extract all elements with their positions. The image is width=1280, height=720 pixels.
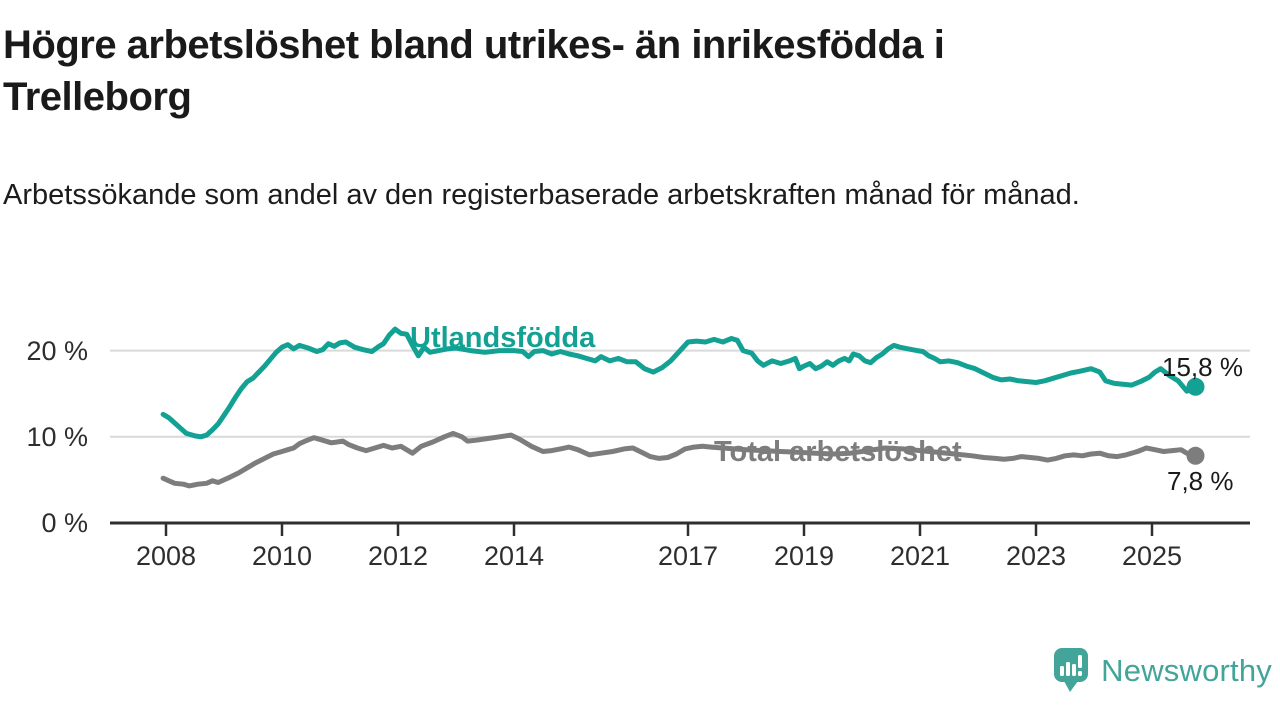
end-value-label-utlandsfodda: 15,8 % (1162, 352, 1243, 382)
series-end-dot-0 (1186, 377, 1205, 396)
y-tick-label: 20 % (26, 335, 88, 366)
chart-title: Högre arbetslöshet bland utrikes- än inr… (3, 23, 945, 119)
chart-subtitle: Arbetssökande som andel av den registerb… (3, 179, 1080, 211)
newsworthy-wordmark: Newsworthy (1101, 653, 1272, 688)
x-tick-label: 2021 (889, 541, 951, 571)
newsworthy-icon (1054, 648, 1090, 694)
series-label-total-arbetsloshet: Total arbetslöshet (714, 436, 962, 468)
end-value-label-total: 7,8 % (1167, 466, 1234, 496)
newsworthy-logo: Newsworthy (1054, 648, 1272, 694)
x-tick-label: 2023 (1005, 541, 1067, 571)
y-tick-label: 0 % (41, 508, 88, 538)
series-label-utlandsfodda: Utlandsfödda (410, 322, 596, 354)
x-tick-label: 2019 (773, 541, 835, 571)
x-tick-label: 2008 (135, 541, 197, 571)
y-tick-label: 10 % (26, 421, 88, 452)
x-tick-label: 2012 (367, 541, 429, 571)
x-tick-label: 2017 (657, 541, 719, 571)
series-end-dot-1 (1186, 446, 1205, 465)
x-tick-label: 2010 (251, 541, 313, 571)
series-line-1 (160, 430, 1198, 489)
series-line-0 (160, 326, 1198, 440)
x-tick-label: 2025 (1121, 541, 1183, 571)
x-tick-label: 2014 (483, 541, 545, 571)
